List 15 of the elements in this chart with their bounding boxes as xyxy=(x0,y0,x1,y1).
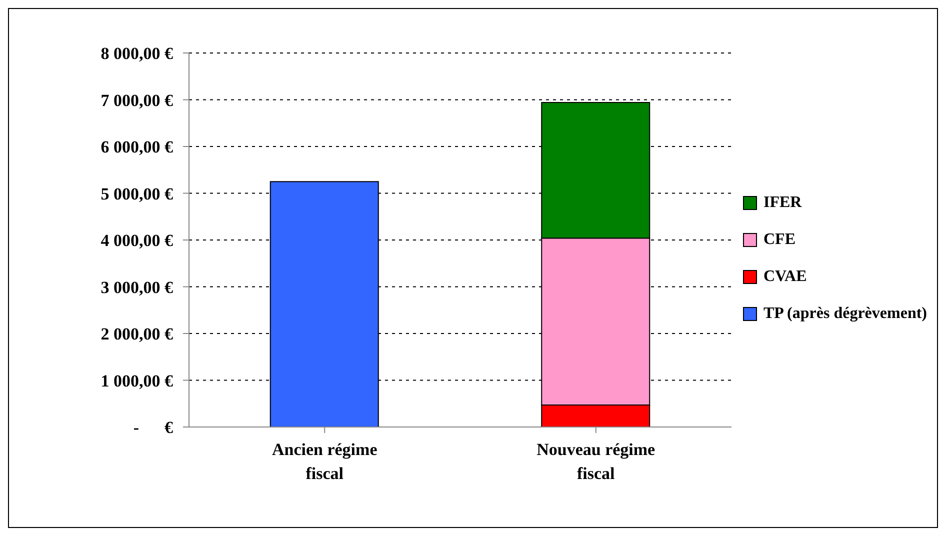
legend-label: CFE xyxy=(763,231,796,249)
y-tick-label: 8 000,00 € xyxy=(100,44,174,63)
y-tick-label: - € xyxy=(133,418,174,437)
y-tick-label: 7 000,00 € xyxy=(100,90,174,110)
y-tick-label: 5 000,00 € xyxy=(100,184,174,204)
legend-label: CVAE xyxy=(763,268,807,286)
y-tick-label: 3 000,00 € xyxy=(100,278,174,297)
y-tick-label: 4 000,00 € xyxy=(100,231,174,250)
y-tick-label: 2 000,00 € xyxy=(100,324,174,344)
y-tick-label: 1 000,00 € xyxy=(100,371,174,390)
x-tick-label: Nouveau régime fiscal xyxy=(536,440,656,483)
x-tick-label: Ancien régime fiscal xyxy=(272,440,378,483)
legend-label: TP (après dégrèvement) xyxy=(763,305,927,323)
y-tick-label: 6 000,00 € xyxy=(100,138,174,156)
legend-label: IFER xyxy=(763,194,802,212)
